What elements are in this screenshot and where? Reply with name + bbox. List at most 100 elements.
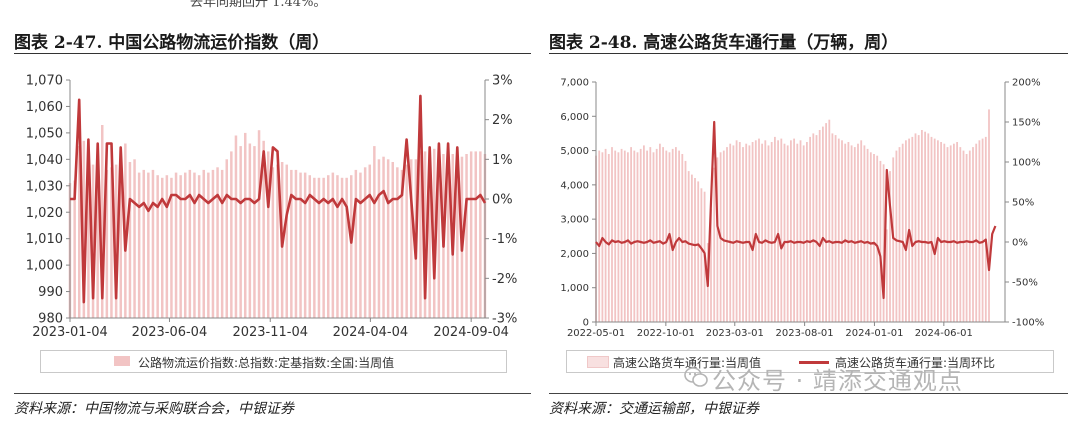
bar <box>308 175 311 318</box>
bar <box>885 229 888 322</box>
bar <box>96 154 99 318</box>
bar <box>754 140 757 322</box>
bar <box>732 145 735 322</box>
bar <box>933 138 936 322</box>
y-left-tick-label: 0 <box>583 318 589 329</box>
bar <box>244 132 247 318</box>
bar <box>652 152 655 322</box>
bar <box>675 147 677 322</box>
bar <box>327 175 330 318</box>
x-tick-label: 2023-11-04 <box>232 325 308 340</box>
right-figure-title: 图表 2-48. 高速公路货车通行量（万辆，周） <box>549 33 899 53</box>
bar <box>373 146 376 318</box>
bar <box>694 178 696 322</box>
bar <box>783 143 786 322</box>
bar <box>382 156 385 318</box>
y-left-tick-label: 1,030 <box>26 179 63 194</box>
bar <box>882 164 885 322</box>
bar <box>607 154 610 322</box>
bar <box>665 150 668 322</box>
bar <box>294 169 298 318</box>
bar <box>202 169 205 318</box>
bar <box>386 159 390 318</box>
left-source: 资料来源：中国物流与采购联合会，中银证券 <box>14 401 294 417</box>
bar <box>812 133 815 322</box>
left-figure-title: 图表 2-47. 中国公路物流运价指数（周） <box>14 33 330 53</box>
bar <box>336 175 339 318</box>
y-left-tick-label: 1,060 <box>26 100 63 115</box>
bar <box>965 154 968 322</box>
y-right-tick-label: 3% <box>492 74 513 89</box>
y-right-tick-label: 2% <box>492 113 513 128</box>
bar <box>758 138 760 322</box>
right-legend: 高速公路货车通行量:当周值 高速公路货车通行量:当周环比 <box>566 350 1054 373</box>
bar <box>639 148 642 322</box>
y-left-tick-label: 2,000 <box>560 249 589 260</box>
bar <box>363 167 367 318</box>
bar <box>735 140 738 322</box>
bar <box>465 154 468 318</box>
bar <box>410 159 413 318</box>
bar <box>216 167 219 318</box>
bar <box>901 143 904 322</box>
bar <box>620 148 623 322</box>
bar <box>211 169 215 318</box>
x-tick-label: 2023-08-01 <box>776 328 834 339</box>
bar <box>469 151 473 318</box>
bar <box>257 130 261 318</box>
bar <box>643 145 645 322</box>
bar <box>975 143 978 322</box>
bar <box>350 175 353 318</box>
bar <box>151 169 155 318</box>
x-tick-label: 2022-05-01 <box>567 328 625 339</box>
bar <box>796 143 799 322</box>
bar <box>646 150 648 322</box>
x-tick-label: 2024-01-01 <box>845 328 903 339</box>
bar <box>133 159 136 318</box>
bar <box>742 147 744 322</box>
bar <box>174 172 178 318</box>
right-legend-bar-label: 高速公路货车通行量:当周值 <box>613 356 762 370</box>
bar <box>137 172 141 318</box>
bar <box>220 169 224 318</box>
bar <box>290 169 293 318</box>
bar <box>774 136 776 322</box>
bar <box>850 145 853 322</box>
bar <box>271 167 275 318</box>
y-left-tick-label: 1,040 <box>26 153 63 168</box>
bar <box>419 151 422 318</box>
bar <box>866 148 869 322</box>
bar <box>633 150 636 322</box>
bar <box>248 143 252 318</box>
bar <box>927 133 930 322</box>
bar <box>860 140 863 322</box>
bar <box>322 177 325 318</box>
right-source-rule <box>549 393 1068 394</box>
bar <box>91 164 95 318</box>
bar <box>729 143 732 322</box>
bar <box>914 133 917 322</box>
bar <box>841 140 843 322</box>
series-line <box>70 94 487 304</box>
y-left-tick-label: 1,010 <box>26 232 63 247</box>
y-left-tick-label: 5,000 <box>560 146 589 157</box>
bar <box>428 146 431 318</box>
y-left-tick-label: 1,070 <box>26 74 63 89</box>
bar <box>128 162 132 318</box>
bar <box>892 157 895 322</box>
y-right-tick-label: 0% <box>492 193 513 208</box>
left-legend-label: 公路物流运价指数:总指数:定基指数:全国:当周值 <box>138 356 395 370</box>
bar <box>446 154 450 318</box>
right-title-rule <box>549 53 1068 54</box>
bar <box>822 126 824 322</box>
bar <box>713 167 716 322</box>
x-tick-label: 2024-09-04 <box>433 325 509 340</box>
bar <box>614 150 617 322</box>
bar <box>161 177 164 318</box>
bar <box>972 147 974 322</box>
bar <box>354 169 358 318</box>
watermark: 公众号 · 靖添交通观点 <box>712 367 963 395</box>
bar <box>962 150 965 322</box>
bar <box>831 133 834 322</box>
y-left-tick-label: 990 <box>38 285 63 300</box>
